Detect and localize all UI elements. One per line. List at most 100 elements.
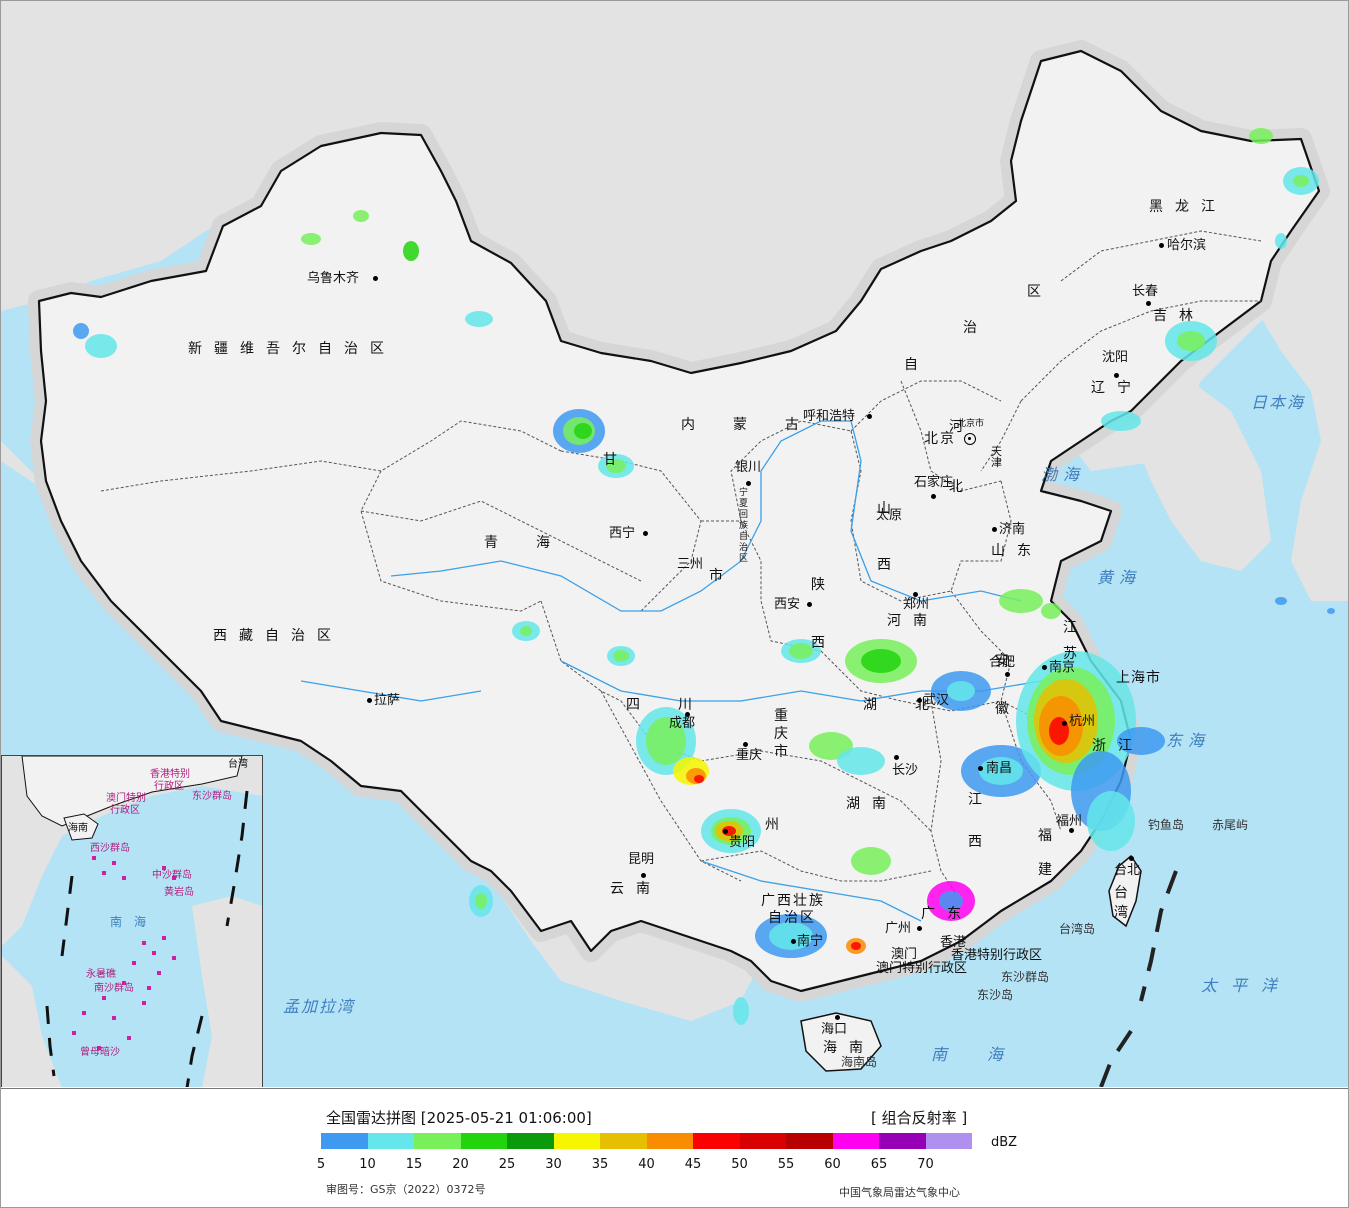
radar-echo	[1177, 331, 1205, 351]
island-diaoyu: 钓鱼岛	[1148, 818, 1185, 832]
inset-label-zengmu: 曾母暗沙	[80, 1047, 120, 1058]
map-review-number: 审图号：GS京（2022）0372号	[326, 1183, 486, 1196]
region-fujian: 福建	[1038, 828, 1052, 878]
city-taiyuan: 太原	[876, 508, 903, 523]
radar-echo	[353, 210, 369, 222]
city-nanchang: 南昌	[986, 761, 1013, 776]
region-xizang: 西藏自治区	[213, 628, 343, 644]
region-jiangsu: 江苏	[1063, 620, 1077, 662]
city-shijiazhuang: 石家庄	[914, 475, 954, 490]
color-scale-tick: 5	[316, 1157, 326, 1172]
radar-echo	[85, 334, 117, 358]
city-wuhan: 武汉	[923, 693, 950, 708]
city-dot	[685, 712, 690, 717]
radar-echo	[979, 757, 1023, 785]
region-ningxia: 宁夏回族自治区	[739, 488, 749, 564]
color-swatch	[646, 1133, 693, 1149]
region-macau: 澳门特别行政区	[876, 961, 968, 976]
inset-label-taiwan: 台湾	[228, 759, 248, 770]
city-dot	[743, 742, 748, 747]
legend-product: [ 组合反射率 ]	[871, 1109, 968, 1127]
maritime-boundary	[1099, 870, 1178, 1087]
color-scale-ticks: 5 10 15 20 25 30 35 40 45 50 55 60 65 70	[317, 1157, 1021, 1173]
region-qinghai: 青 海	[484, 535, 562, 551]
city-dot	[807, 602, 812, 607]
radar-echo	[1249, 128, 1273, 144]
region-chongqing: 重庆市	[774, 708, 788, 760]
radar-echo	[520, 626, 532, 636]
map-svg	[1, 1, 1348, 1087]
inset-label-hongkong: 香港特别	[150, 769, 190, 780]
city-dot	[867, 414, 872, 419]
color-swatch	[600, 1133, 647, 1149]
hainan-island	[800, 1012, 882, 1072]
radar-echo	[475, 893, 487, 909]
island-dongsha-2: 东沙岛	[977, 988, 1014, 1002]
radar-echo	[939, 891, 963, 911]
city-dot	[1062, 721, 1067, 726]
color-scale-tick: 30	[545, 1157, 562, 1172]
legend-organization: 中国气象局雷达气象中心	[839, 1186, 960, 1199]
radar-echo	[789, 643, 813, 659]
color-scale-tick: 15	[405, 1157, 423, 1172]
color-swatch	[414, 1133, 461, 1149]
city-harbin: 哈尔滨	[1167, 238, 1207, 253]
inset-label-dongsha: 东沙群岛	[192, 791, 232, 802]
color-swatch	[367, 1133, 414, 1149]
city-dot	[1005, 672, 1010, 677]
color-swatch	[832, 1133, 879, 1149]
capital-icon	[964, 433, 976, 445]
city-dot	[367, 698, 372, 703]
sea-huanghai: 黄海	[1097, 568, 1142, 587]
sea-donghai: 东海	[1166, 731, 1211, 750]
island-dongsha: 东沙群岛	[1001, 970, 1050, 984]
color-scale-tick: 45	[684, 1157, 702, 1172]
color-scale-tick: 20	[452, 1157, 469, 1172]
radar-echo	[837, 747, 885, 775]
island-hainan-dao: 海南岛	[841, 1055, 878, 1069]
city-dot	[992, 527, 997, 532]
city-dot	[643, 531, 648, 536]
city-dot	[723, 829, 728, 834]
map-area: 新疆维吾尔自治区 西藏自治区 青 海 甘 内 蒙 古 黑龙江 吉林 辽宁 河北 …	[1, 1, 1348, 1087]
color-scale-tick: 70	[917, 1157, 934, 1172]
city-changsha: 长沙	[892, 763, 919, 778]
radar-echo	[646, 717, 686, 765]
legend-panel: 全国雷达拼图 [2025-05-21 01:06:00] [ 组合反射率 ] 5…	[1, 1088, 1348, 1207]
taiwan-island	[1108, 854, 1142, 928]
sea-bohai: 渤海	[1041, 465, 1086, 484]
color-scale-tick: 35	[591, 1157, 609, 1172]
radar-echo	[574, 423, 592, 439]
city-haikou: 海口	[821, 1022, 848, 1037]
region-shanghai: 上海市	[1116, 670, 1161, 686]
city-dot	[913, 592, 918, 597]
city-lhasa: 拉萨	[374, 693, 401, 708]
radar-echo	[947, 681, 975, 701]
south-china-sea-inset: 香港特别 行政区 澳门特别 行政区 台湾 东沙群岛 海南 西沙群岛 中沙群岛 黄…	[1, 755, 263, 1087]
color-swatch	[460, 1133, 507, 1149]
city-hangzhou: 杭州	[1069, 714, 1096, 729]
city-yinchuan: 银川	[735, 460, 762, 475]
sea-mengjiala: 孟加拉湾	[283, 997, 356, 1016]
radar-echo	[999, 589, 1043, 613]
inset-label-huangyan: 黄岩岛	[164, 887, 194, 898]
color-scale	[321, 1133, 972, 1149]
city-beijing-city: 北京市	[957, 419, 985, 429]
radar-echo	[861, 649, 901, 673]
region-hubei: 湖 北	[863, 697, 941, 713]
city-xian: 西安	[774, 597, 801, 612]
city-dot	[1042, 665, 1047, 670]
city-dot	[1146, 301, 1151, 306]
radar-echo	[1117, 727, 1165, 755]
color-scale-tick: 50	[731, 1157, 748, 1172]
region-anhui: 安徽	[995, 653, 1009, 717]
city-dot	[894, 755, 899, 760]
radar-echo	[73, 323, 89, 339]
city-taibei: 台北	[1114, 863, 1141, 878]
color-swatch	[507, 1133, 554, 1149]
radar-echo	[606, 459, 626, 473]
inset-label-nansha: 南沙群岛	[94, 983, 134, 994]
legend-unit: dBZ	[991, 1135, 1018, 1150]
region-guangxi: 广西壮族	[761, 893, 825, 909]
color-scale-tick: 60	[824, 1157, 841, 1172]
